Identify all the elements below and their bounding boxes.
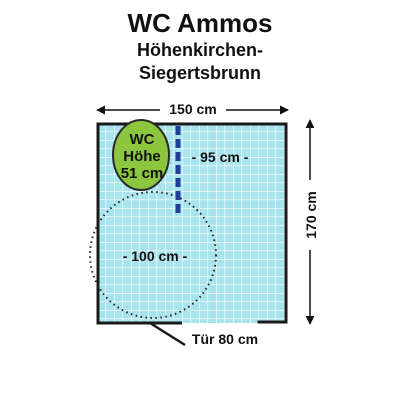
turning-circle: [89, 191, 217, 319]
wc-toilet: [112, 119, 170, 191]
width-label: 150 cm: [169, 101, 216, 117]
wc-label-line1: WC: [130, 131, 155, 148]
grab-bar-distance-label: - 95 cm -: [192, 149, 249, 165]
location-line-1: Höhenkirchen-: [136, 40, 264, 60]
turning-circle-label: - 100 cm -: [123, 248, 188, 264]
wc-label-line2: Höhe: [123, 148, 161, 165]
door-swing: [149, 321, 186, 347]
height-label: 170 cm: [303, 191, 319, 238]
page-title: WC Ammos: [127, 8, 273, 38]
location-line-2: Siegertsbrunn: [138, 63, 262, 83]
wc-label-line3: 51 cm: [121, 165, 164, 182]
door-label: Tür 80 cm: [192, 331, 258, 347]
